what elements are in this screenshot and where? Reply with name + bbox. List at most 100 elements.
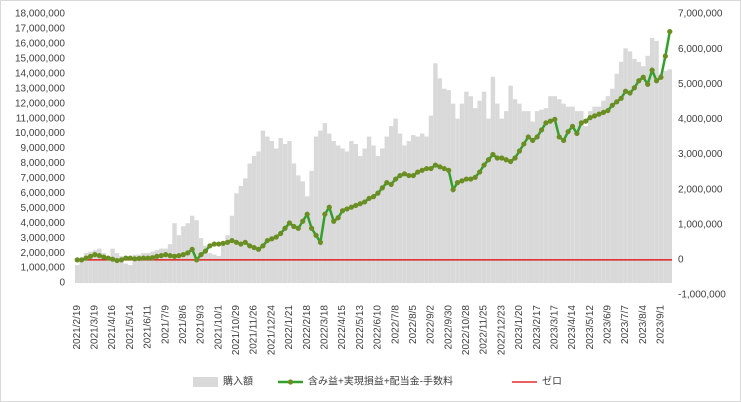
- x-tick-label: 2021/3/19: [90, 305, 101, 350]
- x-tick-label: 2021/5/14: [125, 305, 136, 350]
- line-marker: [618, 95, 624, 101]
- x-tick-label: 2023/9/1: [656, 305, 667, 344]
- bar: [154, 250, 160, 283]
- bar: [119, 256, 124, 283]
- bar: [247, 163, 252, 283]
- bar: [596, 106, 602, 284]
- line-marker: [247, 243, 253, 249]
- x-tick-label: 2022/10/28: [461, 305, 472, 355]
- x-tick-label: 2022/5/13: [355, 305, 366, 350]
- bar: [97, 248, 102, 283]
- bar: [636, 61, 642, 284]
- bar: [570, 106, 575, 284]
- x-tick-label: 2022/4/15: [337, 305, 348, 350]
- line-marker: [202, 248, 209, 254]
- y2-tick-label: 0: [678, 255, 684, 266]
- bar: [446, 90, 451, 283]
- bar: [561, 103, 566, 284]
- bar: [587, 111, 593, 283]
- line-marker: [375, 190, 381, 196]
- line-marker: [149, 255, 155, 261]
- line-marker: [362, 199, 368, 205]
- line-marker: [574, 130, 580, 137]
- line-marker: [454, 180, 461, 186]
- bar: [313, 136, 319, 283]
- line-marker: [123, 255, 129, 261]
- bar: [83, 253, 89, 283]
- legend-marker: [287, 379, 294, 385]
- bar: [322, 123, 328, 283]
- bar: [256, 151, 261, 283]
- bar: [75, 265, 80, 283]
- line-marker: [463, 176, 469, 182]
- line-marker: [251, 244, 257, 251]
- bar: [92, 250, 98, 283]
- x-tick-label: 2023/2/17: [532, 305, 543, 350]
- y-tick-label: 4,000,000: [21, 218, 66, 229]
- line-marker: [242, 239, 248, 245]
- line-marker: [578, 120, 584, 126]
- line-marker: [503, 157, 509, 163]
- line-marker: [171, 253, 178, 259]
- bar: [150, 251, 155, 283]
- bar: [641, 66, 646, 283]
- bar: [583, 126, 588, 283]
- line-marker: [220, 240, 226, 246]
- bar: [300, 181, 305, 283]
- line-marker: [640, 74, 646, 80]
- bar: [557, 99, 562, 283]
- line-marker: [569, 123, 576, 129]
- line-marker: [481, 162, 487, 168]
- x-tick-label: 2021/9/3: [196, 305, 207, 344]
- y-tick-label: 9,000,000: [21, 143, 66, 154]
- line-marker: [507, 158, 514, 165]
- bar: [610, 88, 615, 283]
- bar: [645, 55, 650, 283]
- y-tick-label: 2,000,000: [21, 248, 66, 259]
- bar: [136, 254, 142, 283]
- y-tick-label: 6,000,000: [21, 188, 66, 199]
- bar: [278, 138, 283, 283]
- bar: [105, 259, 111, 283]
- x-tick-label: 2021/7/9: [160, 305, 171, 344]
- line-marker: [547, 118, 553, 124]
- bar: [287, 141, 292, 283]
- bar: [601, 100, 606, 283]
- line-marker: [366, 195, 372, 202]
- bar: [534, 111, 540, 283]
- bar: [141, 253, 146, 283]
- bar: [198, 238, 204, 283]
- bar: [291, 163, 297, 283]
- line-marker: [379, 185, 385, 191]
- x-tick-label: 2022/1/21: [284, 305, 295, 350]
- line-marker: [538, 127, 545, 133]
- line-marker: [649, 67, 655, 73]
- line-marker: [401, 171, 408, 177]
- bar: [331, 141, 336, 283]
- x-tick-label: 2022/6/10: [373, 305, 384, 350]
- x-tick-label: 2021/10/1: [213, 305, 224, 350]
- line-marker: [406, 172, 412, 179]
- x-tick-label: 2021/6/11: [143, 305, 154, 349]
- line-marker: [326, 204, 332, 210]
- bar: [260, 130, 266, 283]
- line-marker: [627, 90, 633, 96]
- line-marker: [313, 232, 319, 238]
- line-marker: [397, 172, 403, 179]
- line-marker: [525, 134, 531, 140]
- line-marker: [437, 164, 443, 170]
- bar: [203, 245, 208, 283]
- bar: [238, 185, 244, 283]
- bar: [172, 223, 177, 283]
- bar: [128, 265, 133, 283]
- bar: [658, 73, 664, 284]
- x-tick-label: 2023/3/17: [549, 305, 560, 350]
- x-tick-label: 2021/10/29: [231, 305, 242, 355]
- line-marker: [180, 252, 186, 258]
- x-tick-label: 2022/8/5: [408, 305, 419, 344]
- bar: [503, 111, 509, 283]
- bar: [464, 91, 469, 283]
- line-marker: [384, 180, 390, 186]
- line-marker: [415, 169, 421, 175]
- line-marker: [264, 237, 270, 244]
